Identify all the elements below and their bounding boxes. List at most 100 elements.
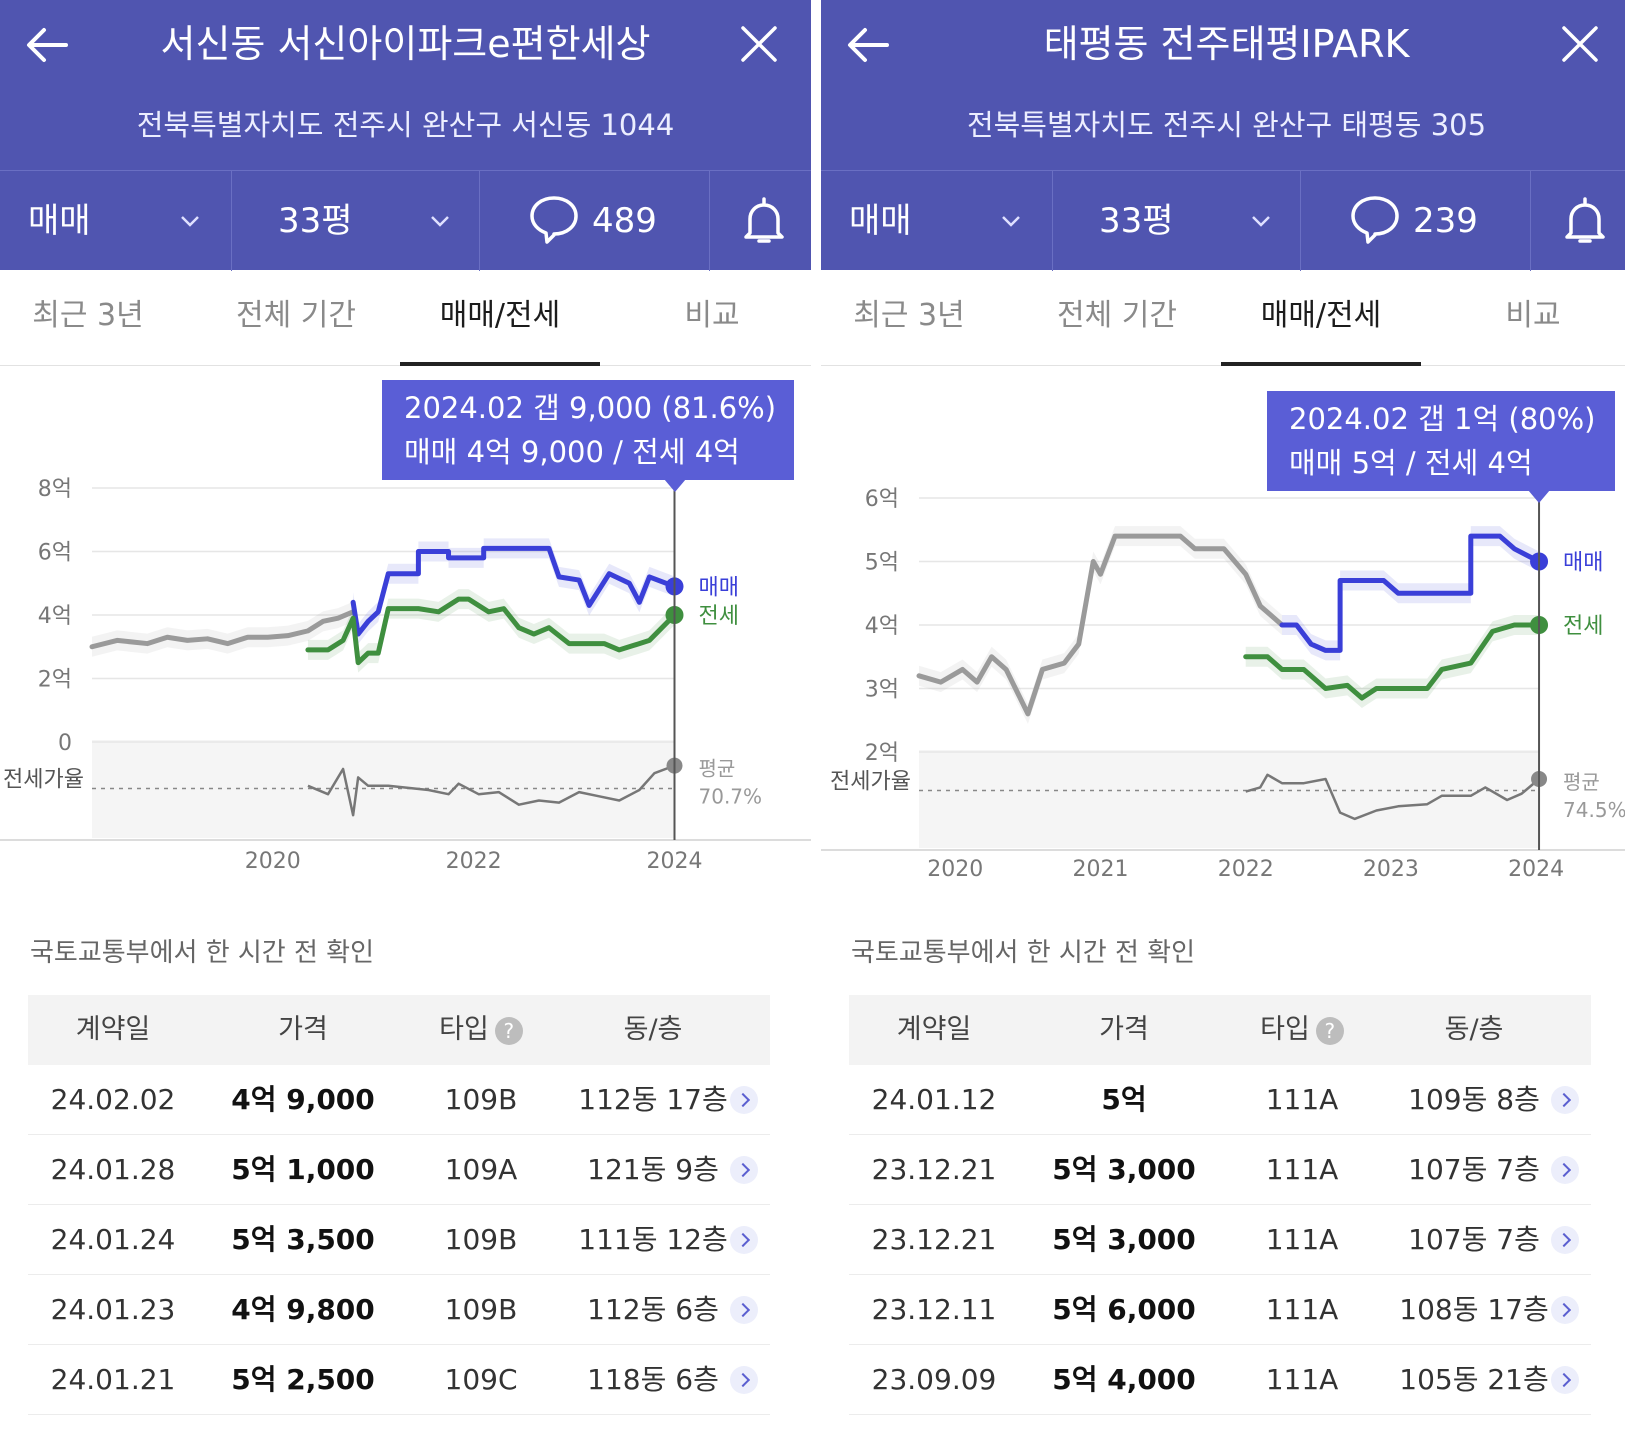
tab-sale-jeonse[interactable]: 매매/전세 — [1221, 270, 1421, 366]
x-tick-label: 2024 — [647, 849, 703, 874]
cell-building-floor: 108동 17층 — [1399, 1293, 1549, 1326]
tab-all-period[interactable]: 전체 기간 — [1057, 298, 1177, 333]
cell-price: 5억 3,000 — [1052, 1223, 1196, 1256]
cell-type: 109B — [444, 1293, 518, 1326]
chevron-right-icon[interactable] — [730, 1226, 758, 1254]
header-type-label: 타입 — [1260, 1014, 1310, 1045]
table-row[interactable]: 24.02.02 4억 9,000 109B 112동 17층 — [28, 1065, 770, 1135]
bell-icon[interactable] — [736, 193, 792, 249]
data-source-note: 국토교통부에서 한 시간 전 확인 — [851, 938, 1196, 968]
table-row[interactable]: 23.12.21 5억 3,000 111A 107동 7층 — [849, 1205, 1591, 1275]
chevron-right-icon[interactable] — [730, 1296, 758, 1324]
comment-count: 489 — [592, 201, 657, 241]
table-row[interactable]: 24.01.23 4억 9,800 109B 112동 6층 — [28, 1275, 770, 1345]
table-body: 24.01.12 5억 111A 109동 8층 23.12.21 5억 3,0… — [849, 1065, 1591, 1415]
cell-price: 5억 — [1101, 1083, 1147, 1116]
deal-type-dropdown[interactable]: 매매 — [0, 171, 232, 271]
apartment-title: 태평동 전주태평IPARK — [1043, 22, 1410, 66]
cell-type: 111A — [1265, 1293, 1339, 1326]
tab-recent-3-years[interactable]: 최근 3년 — [853, 298, 965, 333]
table-row[interactable]: 23.12.21 5억 3,000 111A 107동 7층 — [849, 1135, 1591, 1205]
comments-button[interactable]: 489 — [480, 171, 710, 271]
series-legend-label: 전세 — [1563, 614, 1603, 639]
average-label: 평균 — [699, 757, 736, 781]
table-header: 계약일 가격 타입? 동/층 — [849, 995, 1591, 1065]
cell-price: 5억 3,500 — [231, 1223, 375, 1256]
size-dropdown[interactable]: 33평 — [1053, 171, 1301, 271]
tooltip-gap-line: 2024.02 갭 1억 (80%) — [1289, 402, 1596, 436]
table-row[interactable]: 24.01.24 5억 3,500 109B 111동 12층 — [28, 1205, 770, 1275]
series-legend-label: 매매 — [1563, 551, 1603, 576]
tab-compare[interactable]: 비교 — [1505, 298, 1561, 333]
cell-contract-date: 24.01.12 — [871, 1083, 997, 1116]
cell-price: 5억 1,000 — [231, 1153, 375, 1186]
x-tick-label: 2022 — [446, 849, 502, 874]
cell-contract-date: 24.02.02 — [50, 1083, 176, 1116]
tooltip-price-line: 매매 5억 / 전세 4억 — [1289, 446, 1533, 480]
chevron-right-icon[interactable] — [730, 1156, 758, 1184]
cell-contract-date: 23.12.11 — [871, 1293, 997, 1326]
header-building-floor: 동/층 — [623, 1014, 683, 1045]
table-row[interactable]: 23.12.11 5억 6,000 111A 108동 17층 — [849, 1275, 1591, 1345]
table-body: 24.02.02 4억 9,000 109B 112동 17층 24.01.28… — [28, 1065, 770, 1415]
chevron-right-icon[interactable] — [1551, 1086, 1579, 1114]
chevron-down-icon — [1002, 216, 1020, 227]
gap-tooltip: 2024.02 갭 1억 (80%) 매매 5억 / 전세 4억 — [1267, 391, 1615, 503]
cell-building-floor: 105동 21층 — [1399, 1363, 1549, 1396]
table-row[interactable]: 23.09.09 5억 4,000 111A 105동 21층 — [849, 1345, 1591, 1415]
filter-bar: 매매 33평 489 — [0, 170, 811, 271]
y-tick-label: 4억 — [38, 604, 72, 629]
cell-contract-date: 23.12.21 — [871, 1223, 997, 1256]
back-arrow-icon[interactable] — [22, 20, 72, 70]
table-row[interactable]: 24.01.21 5억 2,500 109C 118동 6층 — [28, 1345, 770, 1415]
cell-contract-date: 23.12.21 — [871, 1153, 997, 1186]
help-icon[interactable]: ? — [1315, 1016, 1344, 1045]
comments-button[interactable]: 239 — [1301, 171, 1531, 271]
chevron-right-icon[interactable] — [1551, 1226, 1579, 1254]
sale-series-line — [1279, 533, 1542, 653]
header-type: 타입? — [406, 995, 556, 1065]
y-tick-label: 8억 — [38, 477, 72, 502]
jeonse-ratio-line — [307, 764, 675, 817]
y-tick-label: 4억 — [865, 614, 899, 639]
x-tick-label: 2020 — [927, 857, 983, 882]
bell-icon[interactable] — [1557, 193, 1613, 249]
tab-compare[interactable]: 비교 — [684, 298, 740, 333]
chevron-right-icon[interactable] — [1551, 1156, 1579, 1184]
cell-type: 111A — [1265, 1153, 1339, 1186]
y-tick-label: 0 — [58, 731, 72, 756]
help-icon[interactable]: ? — [494, 1016, 523, 1045]
table-row[interactable]: 24.01.12 5억 111A 109동 8층 — [849, 1065, 1591, 1135]
cell-building-floor: 111동 12층 — [578, 1223, 728, 1256]
y-tick-label: 5억 — [865, 551, 899, 576]
size-dropdown[interactable]: 33평 — [232, 171, 480, 271]
cell-price: 5억 3,000 — [1052, 1153, 1196, 1186]
series-legend-label: 전세 — [699, 604, 739, 629]
tab-all-period[interactable]: 전체 기간 — [236, 298, 356, 333]
close-icon[interactable] — [737, 22, 781, 66]
chevron-right-icon[interactable] — [730, 1366, 758, 1394]
deal-type-dropdown[interactable]: 매매 — [821, 171, 1053, 271]
x-tick-label: 2023 — [1363, 857, 1419, 882]
jeonse-series-line — [305, 596, 678, 666]
tab-sale-jeonse[interactable]: 매매/전세 — [400, 270, 600, 366]
cell-price: 5억 2,500 — [231, 1363, 375, 1396]
cell-building-floor: 112동 6층 — [587, 1293, 719, 1326]
chevron-right-icon[interactable] — [730, 1086, 758, 1114]
chevron-right-icon[interactable] — [1551, 1296, 1579, 1324]
table-row[interactable]: 24.01.28 5억 1,000 109A 121동 9층 — [28, 1135, 770, 1205]
address-text: 전북특별자치도 전주시 완산구 태평동 305 — [966, 108, 1487, 142]
chevron-right-icon[interactable] — [1551, 1366, 1579, 1394]
tab-recent-3-years[interactable]: 최근 3년 — [32, 298, 144, 333]
y-tick-label: 6억 — [865, 487, 899, 512]
tooltip-gap-line: 2024.02 갭 9,000 (81.6%) — [404, 391, 777, 425]
cell-type: 109A — [444, 1153, 518, 1186]
back-arrow-icon[interactable] — [843, 20, 893, 70]
history-series-line — [916, 533, 1285, 717]
filter-bar: 매매 33평 239 — [821, 170, 1625, 271]
x-tick-label: 2020 — [245, 849, 301, 874]
speech-bubble-icon — [1351, 196, 1399, 244]
close-icon[interactable] — [1558, 22, 1602, 66]
